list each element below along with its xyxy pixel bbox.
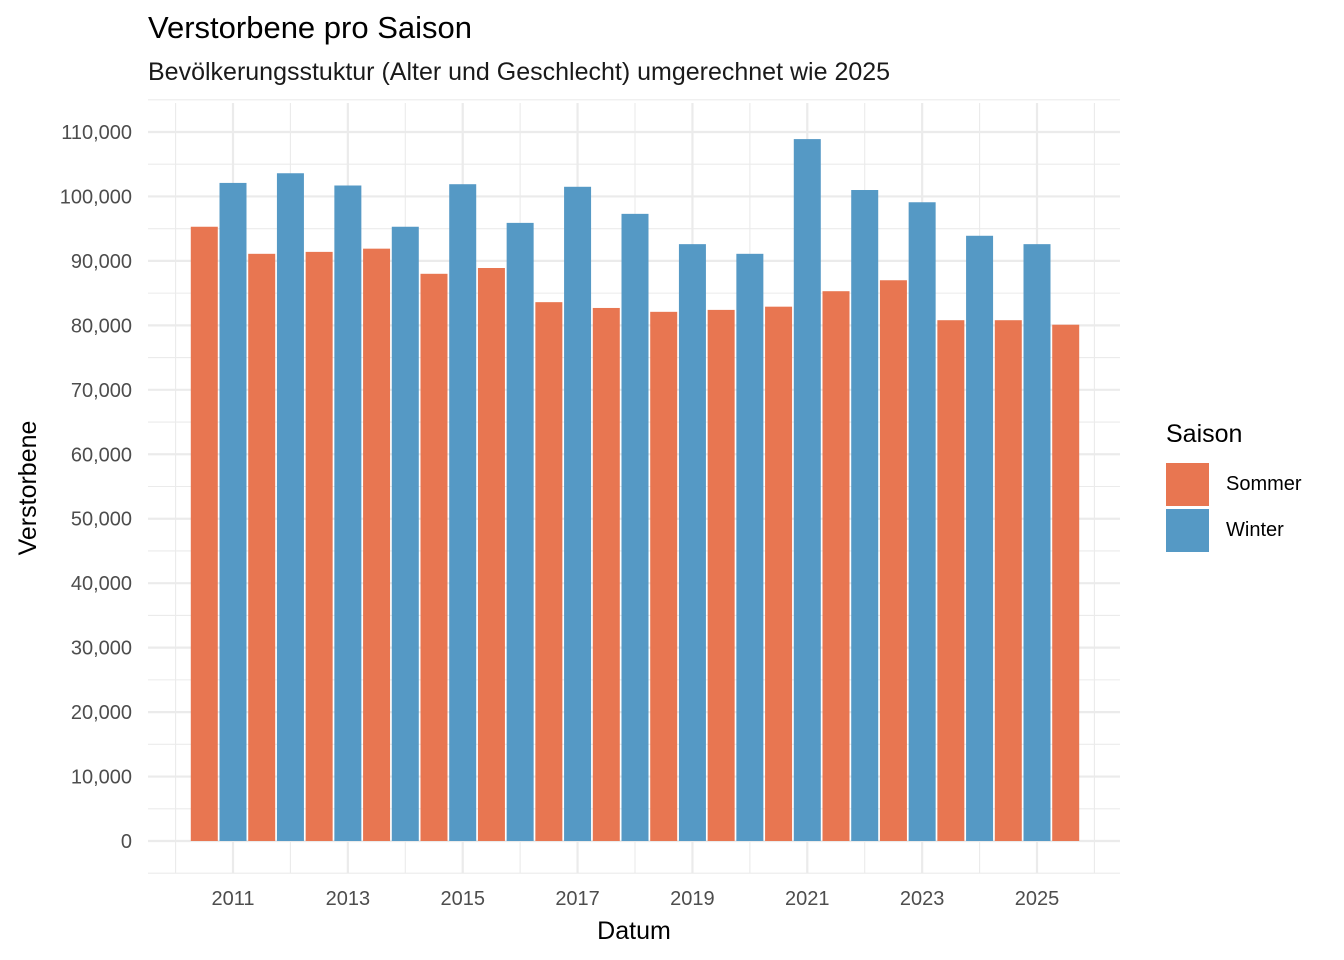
y-tick-label: 0 [121,831,132,853]
y-axis-label: Verstorbene [14,421,42,556]
x-tick-label: 2019 [670,888,715,910]
bar-sommer [420,273,448,841]
x-tick-label: 2013 [326,888,371,910]
bars [190,139,1080,842]
bar-sommer [765,306,793,841]
bar-winter [1023,244,1051,842]
x-tick-label: 2021 [785,888,830,910]
bar-winter [908,202,936,842]
bar-sommer [363,248,391,841]
x-tick-label: 2015 [440,888,485,910]
y-tick-label: 60,000 [71,444,132,466]
legend-item-winter: Winter [1166,507,1302,553]
bar-sommer [650,311,678,841]
bar-sommer [535,302,563,841]
bar-winter [391,226,419,842]
bar-winter [678,244,706,842]
y-tick-label: 10,000 [71,767,132,789]
bar-winter [449,184,477,841]
legend-key-sommer [1166,462,1209,506]
bar-winter [564,186,592,841]
bar-sommer [248,253,276,841]
y-tick-label: 100,000 [60,186,132,208]
x-tick-labels: 2011 2013 2015 2017 2019 2021 2023 2025 [211,888,1059,910]
y-tick-label: 20,000 [71,702,132,724]
y-tick-label: 30,000 [71,638,132,660]
legend: Saison Sommer Winter [1166,420,1302,553]
x-tick-label: 2011 [211,888,254,910]
legend-title: Saison [1166,420,1243,448]
bar-winter [966,235,994,841]
bar-winter [506,222,534,841]
bar-winter [621,213,649,841]
chart-title: Verstorbene pro Saison [148,10,472,45]
bar-sommer [477,267,505,841]
x-tick-label: 2025 [1015,888,1060,910]
x-axis-label: Datum [597,917,671,945]
bar-winter [736,253,764,841]
y-tick-label: 80,000 [71,315,132,337]
bar-winter [334,185,362,842]
bar-sommer [937,320,965,841]
y-tick-label: 50,000 [71,509,132,531]
y-tick-label: 40,000 [71,573,132,595]
bar-sommer [1052,324,1080,841]
chart-subtitle: Bevölkerungsstuktur (Alter und Geschlech… [148,58,891,86]
bar-sommer [879,280,907,841]
legend-key-winter [1166,508,1209,552]
bar-sommer [592,307,620,841]
bar-sommer [822,291,850,841]
bar-sommer [305,251,333,842]
bar-sommer [190,226,218,842]
x-tick-label: 2017 [555,888,600,910]
bar-winter [276,173,304,841]
bar-sommer [707,309,735,841]
y-tick-labels: 0 10,000 20,000 30,000 40,000 50,000 60,000 70,… [60,122,132,853]
legend-item-sommer: Sommer [1166,461,1302,507]
bar-winter [851,190,879,841]
y-tick-label: 110,000 [61,122,132,144]
x-tick-label: 2023 [900,888,945,910]
y-tick-label: 90,000 [71,251,132,273]
legend-label-sommer: Sommer [1226,472,1302,495]
bar-winter [793,139,821,842]
y-tick-label: 70,000 [71,380,132,402]
bar-winter [219,182,247,842]
legend-label-winter: Winter [1226,518,1284,541]
bar-sommer [994,320,1022,841]
